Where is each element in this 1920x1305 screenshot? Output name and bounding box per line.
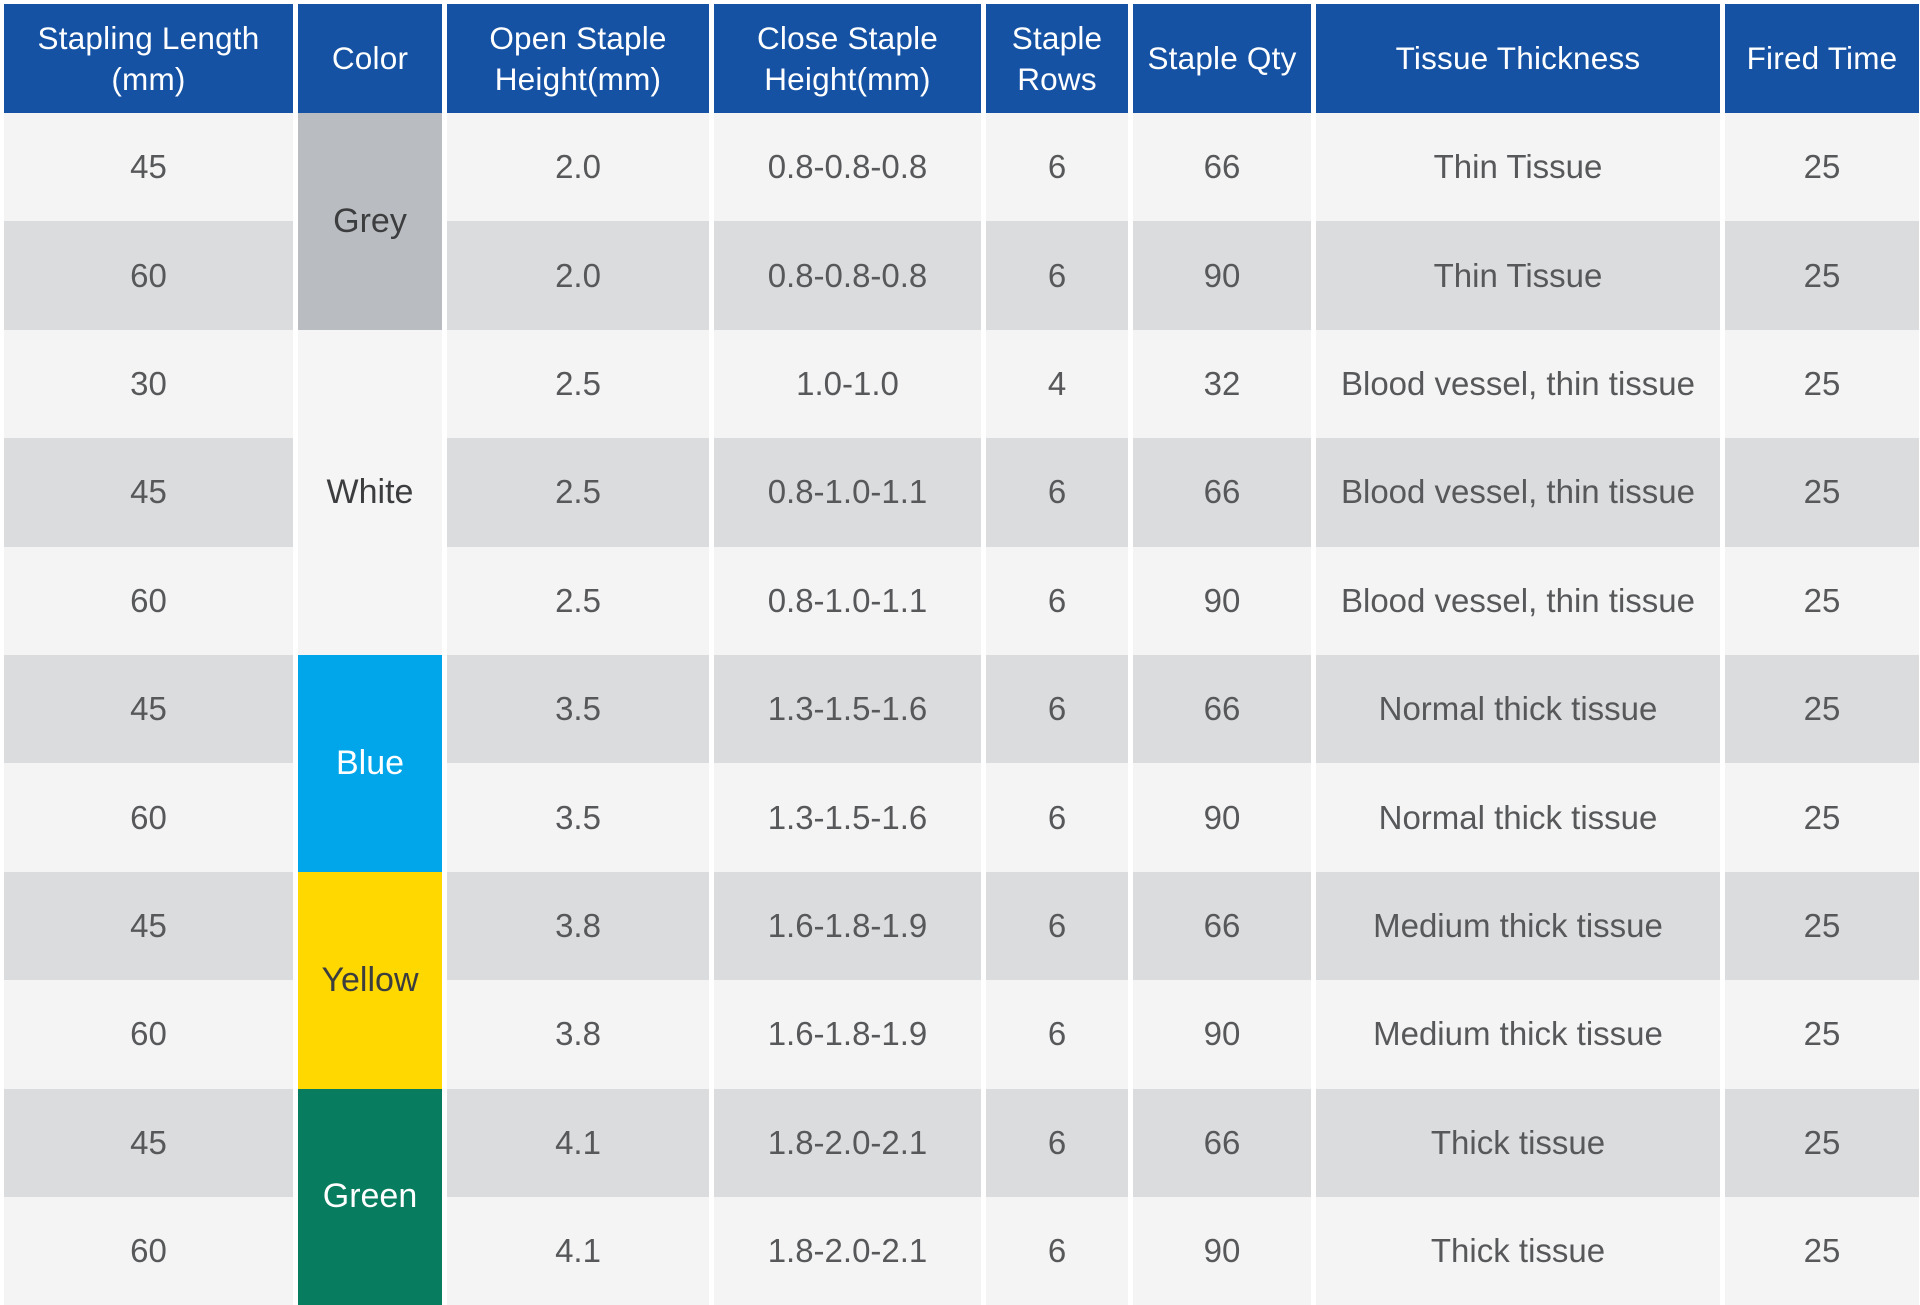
cell-tissue-thickness: Normal thick tissue <box>1316 654 1720 764</box>
cell-close-staple-height: 1.8-2.0-2.1 <box>714 1196 981 1305</box>
cell-stapling-length: 60 <box>4 1196 293 1305</box>
cell-tissue-thickness: Medium thick tissue <box>1316 871 1720 981</box>
cell-fired-time: 25 <box>1725 980 1919 1089</box>
cell-fired-time: 25 <box>1725 329 1919 439</box>
cell-open-staple-height: 2.5 <box>447 546 709 655</box>
cell-open-staple-height: 4.1 <box>447 1196 709 1305</box>
cell-staple-qty: 90 <box>1133 1196 1311 1305</box>
cell-stapling-length: 60 <box>4 221 293 330</box>
cell-staple-rows: 6 <box>986 438 1128 547</box>
cell-staple-qty: 66 <box>1133 113 1311 222</box>
cell-stapling-length: 45 <box>4 654 293 764</box>
cell-close-staple-height: 1.0-1.0 <box>714 329 981 439</box>
cell-staple-qty: 32 <box>1133 329 1311 439</box>
cell-staple-rows: 6 <box>986 1088 1128 1197</box>
column-header-close-staple-height: Close Staple Height(mm) <box>714 4 981 113</box>
cell-tissue-thickness: Thin Tissue <box>1316 113 1720 222</box>
cell-fired-time: 25 <box>1725 113 1919 222</box>
cell-fired-time: 25 <box>1725 654 1919 764</box>
cell-open-staple-height: 3.8 <box>447 980 709 1089</box>
cell-open-staple-height: 2.5 <box>447 438 709 547</box>
cell-staple-qty: 90 <box>1133 763 1311 872</box>
cell-tissue-thickness: Normal thick tissue <box>1316 763 1720 872</box>
cell-open-staple-height: 4.1 <box>447 1088 709 1197</box>
cell-fired-time: 25 <box>1725 1196 1919 1305</box>
cell-tissue-thickness: Blood vessel, thin tissue <box>1316 546 1720 655</box>
cell-close-staple-height: 1.6-1.8-1.9 <box>714 871 981 981</box>
cell-staple-qty: 90 <box>1133 221 1311 330</box>
cell-open-staple-height: 2.0 <box>447 221 709 330</box>
cell-close-staple-height: 0.8-0.8-0.8 <box>714 113 981 222</box>
cell-stapling-length: 45 <box>4 438 293 547</box>
color-cell-white: White <box>298 329 442 655</box>
cell-stapling-length: 60 <box>4 763 293 872</box>
cell-open-staple-height: 2.5 <box>447 329 709 439</box>
cell-open-staple-height: 3.8 <box>447 871 709 981</box>
cell-staple-qty: 66 <box>1133 438 1311 547</box>
cell-close-staple-height: 0.8-1.0-1.1 <box>714 438 981 547</box>
color-cell-green: Green <box>298 1088 442 1305</box>
cell-staple-qty: 90 <box>1133 546 1311 655</box>
column-header-tissue-thickness: Tissue Thickness <box>1316 4 1720 113</box>
cell-staple-rows: 6 <box>986 546 1128 655</box>
cell-close-staple-height: 1.3-1.5-1.6 <box>714 763 981 872</box>
cell-staple-qty: 66 <box>1133 654 1311 764</box>
cell-stapling-length: 60 <box>4 980 293 1089</box>
cell-staple-rows: 6 <box>986 654 1128 764</box>
cell-fired-time: 25 <box>1725 546 1919 655</box>
color-cell-blue: Blue <box>298 654 442 872</box>
cell-staple-qty: 66 <box>1133 871 1311 981</box>
cell-staple-rows: 4 <box>986 329 1128 439</box>
cell-staple-rows: 6 <box>986 763 1128 872</box>
cell-staple-rows: 6 <box>986 980 1128 1089</box>
cell-fired-time: 25 <box>1725 221 1919 330</box>
cell-staple-rows: 6 <box>986 221 1128 330</box>
cell-close-staple-height: 1.3-1.5-1.6 <box>714 654 981 764</box>
cell-stapling-length: 45 <box>4 871 293 981</box>
cell-fired-time: 25 <box>1725 763 1919 872</box>
color-cell-grey: Grey <box>298 113 442 330</box>
column-header-staple-qty: Staple Qty <box>1133 4 1311 113</box>
cell-tissue-thickness: Thick tissue <box>1316 1088 1720 1197</box>
column-header-color: Color <box>298 4 442 113</box>
cell-open-staple-height: 2.0 <box>447 113 709 222</box>
cell-close-staple-height: 0.8-0.8-0.8 <box>714 221 981 330</box>
cell-close-staple-height: 1.8-2.0-2.1 <box>714 1088 981 1197</box>
column-header-stapling-length: Stapling Length (mm) <box>4 4 293 113</box>
cell-fired-time: 25 <box>1725 871 1919 981</box>
cell-staple-rows: 6 <box>986 1196 1128 1305</box>
cell-stapling-length: 60 <box>4 546 293 655</box>
cell-staple-qty: 90 <box>1133 980 1311 1089</box>
cell-tissue-thickness: Medium thick tissue <box>1316 980 1720 1089</box>
cell-close-staple-height: 1.6-1.8-1.9 <box>714 980 981 1089</box>
cell-tissue-thickness: Blood vessel, thin tissue <box>1316 438 1720 547</box>
cell-close-staple-height: 0.8-1.0-1.1 <box>714 546 981 655</box>
cell-staple-rows: 6 <box>986 871 1128 981</box>
cell-tissue-thickness: Thin Tissue <box>1316 221 1720 330</box>
column-header-fired-time: Fired Time <box>1725 4 1919 113</box>
cell-stapling-length: 45 <box>4 1088 293 1197</box>
cell-tissue-thickness: Blood vessel, thin tissue <box>1316 329 1720 439</box>
cell-fired-time: 25 <box>1725 438 1919 547</box>
cell-staple-rows: 6 <box>986 113 1128 222</box>
column-header-staple-rows: Staple Rows <box>986 4 1128 113</box>
cell-fired-time: 25 <box>1725 1088 1919 1197</box>
column-header-open-staple-height: Open Staple Height(mm) <box>447 4 709 113</box>
cell-tissue-thickness: Thick tissue <box>1316 1196 1720 1305</box>
cell-stapling-length: 30 <box>4 329 293 439</box>
cell-open-staple-height: 3.5 <box>447 763 709 872</box>
cell-stapling-length: 45 <box>4 113 293 222</box>
color-cell-yellow: Yellow <box>298 871 442 1089</box>
cell-open-staple-height: 3.5 <box>447 654 709 764</box>
cell-staple-qty: 66 <box>1133 1088 1311 1197</box>
